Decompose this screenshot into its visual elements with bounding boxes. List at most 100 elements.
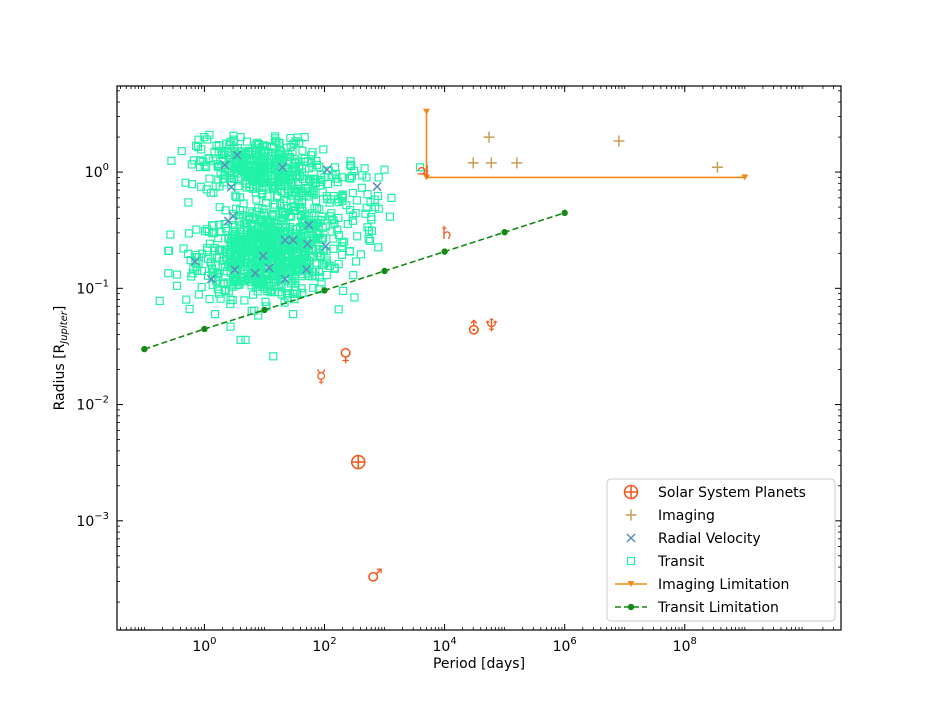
imaging-point <box>613 135 625 147</box>
x-tick-label: 104 <box>432 636 456 655</box>
transit-point <box>197 266 207 276</box>
transit-point <box>249 176 258 185</box>
imaging-limitation-point <box>741 174 749 181</box>
transit-point <box>415 163 425 172</box>
transit-point <box>172 281 182 290</box>
transit-point <box>325 261 334 270</box>
transit-point <box>283 184 292 193</box>
transit-point <box>309 244 318 253</box>
imaging-point <box>483 131 495 143</box>
transit-point <box>322 270 331 280</box>
transit-point <box>254 204 263 213</box>
transit-point <box>374 173 383 182</box>
imaging-point <box>467 157 479 169</box>
transit-point <box>260 148 270 157</box>
x-tick-label: 106 <box>553 636 577 655</box>
transit-point <box>387 193 396 202</box>
legend-marker-solar-cross <box>624 485 638 499</box>
transit-point <box>217 163 226 172</box>
transit-point <box>248 265 257 274</box>
y-tick-label: 10−2 <box>76 395 109 414</box>
transit-point <box>281 229 290 238</box>
transit-point <box>312 229 321 238</box>
transit-point <box>185 304 194 314</box>
transit-point <box>236 133 245 142</box>
transit-point <box>214 141 223 150</box>
transit-point <box>227 177 236 186</box>
transit-point <box>191 259 200 268</box>
transit-point <box>347 172 356 181</box>
transit-point <box>208 264 217 273</box>
transit-point <box>260 168 269 177</box>
radial-velocity-point <box>228 211 238 221</box>
transit-point <box>250 174 259 183</box>
transit-point <box>254 139 263 149</box>
transit-point <box>189 264 198 273</box>
axes-frame <box>116 85 842 631</box>
legend-entry: Transit <box>626 554 705 570</box>
y-tick-label: 100 <box>85 162 109 181</box>
transit-point <box>350 293 359 302</box>
radial-velocity-series <box>190 150 382 284</box>
transit-point <box>155 296 164 305</box>
radial-velocity-point <box>190 256 200 267</box>
transit-point <box>227 249 236 258</box>
transit-point <box>295 138 304 147</box>
transit-point <box>289 139 298 148</box>
radial-velocity-point <box>280 235 290 245</box>
transit-point <box>292 249 301 258</box>
transit-point <box>318 223 327 232</box>
transit-point <box>346 160 355 169</box>
transit-point <box>233 268 242 277</box>
mercury-icon: ☿ <box>316 367 327 388</box>
transit-point <box>241 149 250 158</box>
transit-point <box>288 172 297 181</box>
transit-point <box>255 278 264 287</box>
legend-label: Imaging Limitation <box>658 577 789 593</box>
transit-point <box>310 204 319 213</box>
transit-point <box>220 219 229 229</box>
transit-point <box>348 211 357 220</box>
transit-limitation-point <box>141 345 148 353</box>
neptune-icon: ♆ <box>483 315 499 336</box>
transit-point <box>206 188 215 197</box>
transit-point <box>263 192 272 201</box>
transit-point <box>244 212 253 221</box>
transit-point <box>290 295 299 304</box>
transit-point <box>325 212 334 221</box>
transit-point <box>215 253 224 262</box>
transit-point <box>366 198 375 207</box>
transit-point <box>276 199 285 208</box>
transit-point <box>220 285 229 295</box>
transit-point <box>297 284 306 293</box>
transit-point <box>268 274 277 284</box>
transit-point <box>349 271 358 280</box>
transit-point <box>230 232 239 241</box>
legend-entry: Solar System Planets <box>623 484 806 501</box>
transit-point <box>304 246 314 255</box>
legend-marker-transit-limit <box>627 603 635 611</box>
transit-point <box>212 141 221 151</box>
transit-point <box>332 174 341 183</box>
transit-point <box>252 156 261 165</box>
transit-point <box>267 178 276 187</box>
transit-point <box>269 244 278 253</box>
transit-point <box>345 247 354 256</box>
jupiter-icon: ♃ <box>415 162 431 183</box>
transit-point <box>280 298 289 307</box>
transit-point <box>187 272 196 281</box>
transit-point <box>374 243 383 252</box>
transit-point <box>253 287 262 296</box>
transit-point <box>252 195 261 204</box>
transit-point <box>358 171 367 180</box>
transit-point <box>229 168 238 177</box>
transit-point <box>203 271 213 280</box>
radial-velocity-point <box>226 182 236 192</box>
uranus-icon: ⛢ <box>467 319 480 340</box>
transit-limitation-point <box>201 325 208 333</box>
transit-point <box>280 223 290 232</box>
transit-point <box>343 219 352 229</box>
transit-limitation-point <box>321 287 328 294</box>
transit-point <box>202 163 211 172</box>
